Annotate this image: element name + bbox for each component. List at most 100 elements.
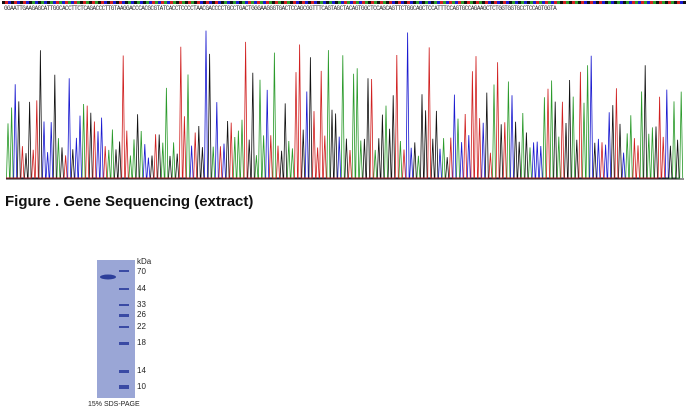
- base-strip: [446, 1, 449, 4]
- base-strip: [449, 1, 452, 4]
- base-strip: [560, 1, 563, 4]
- base-strip: [227, 1, 230, 4]
- base-strip: [113, 1, 116, 4]
- base-strip: [491, 1, 494, 4]
- base-strip: [542, 1, 545, 4]
- base-strip: [200, 1, 203, 4]
- trace: [6, 41, 666, 179]
- base-strip: [476, 1, 479, 4]
- base-strip: [62, 1, 65, 4]
- base-strip: [317, 1, 320, 4]
- chromatogram: [2, 1, 686, 180]
- base-strip: [320, 1, 323, 4]
- base-strip: [374, 1, 377, 4]
- base-strip: [26, 1, 29, 4]
- base-strip: [323, 1, 326, 4]
- base-strip: [101, 1, 104, 4]
- base-strip: [20, 1, 23, 4]
- base-strip: [17, 1, 20, 4]
- base-strip: [191, 1, 194, 4]
- base-strip: [152, 1, 155, 4]
- base-strip: [524, 1, 527, 4]
- base-strip: [674, 1, 677, 4]
- base-strip: [197, 1, 200, 4]
- base-strip: [671, 1, 674, 4]
- base-strip: [356, 1, 359, 4]
- base-strip: [500, 1, 503, 4]
- sequence-text: GGAATTGAAGAGCATTGGCACCTTCTCAGACCCTTGTAAG…: [4, 5, 557, 12]
- base-strip: [653, 1, 656, 4]
- base-strip: [344, 1, 347, 4]
- base-strip: [593, 1, 596, 4]
- base-strip: [512, 1, 515, 4]
- base-strip: [290, 1, 293, 4]
- base-strip: [497, 1, 500, 4]
- base-strip: [176, 1, 179, 4]
- base-strip: [131, 1, 134, 4]
- figure-caption: Figure . Gene Sequencing (extract): [5, 193, 254, 210]
- base-strip: [74, 1, 77, 4]
- marker-bands: [119, 270, 129, 389]
- base-strip: [209, 1, 212, 4]
- base-strip: [347, 1, 350, 4]
- base-strip: [494, 1, 497, 4]
- base-strip: [89, 1, 92, 4]
- base-strip: [584, 1, 587, 4]
- base-strip: [482, 1, 485, 4]
- base-strip: [464, 1, 467, 4]
- base-strip: [668, 1, 671, 4]
- base-strip: [398, 1, 401, 4]
- base-strip: [251, 1, 254, 4]
- base-strip: [383, 1, 386, 4]
- base-strip: [416, 1, 419, 4]
- base-strip: [386, 1, 389, 4]
- base-strip: [203, 1, 206, 4]
- base-strip: [110, 1, 113, 4]
- sample-band: [100, 274, 116, 280]
- base-strip: [257, 1, 260, 4]
- base-strip: [362, 1, 365, 4]
- base-strip: [65, 1, 68, 4]
- base-strip: [173, 1, 176, 4]
- base-strip: [239, 1, 242, 4]
- base-strip: [35, 1, 38, 4]
- base-strip: [71, 1, 74, 4]
- base-strip: [107, 1, 110, 4]
- base-strip: [332, 1, 335, 4]
- base-strip: [68, 1, 71, 4]
- base-strip: [575, 1, 578, 4]
- base-strip: [80, 1, 83, 4]
- base-strip: [164, 1, 167, 4]
- base-strip: [359, 1, 362, 4]
- base-strip: [95, 1, 98, 4]
- base-strip: [260, 1, 263, 4]
- base-strip: [170, 1, 173, 4]
- base-strip: [614, 1, 617, 4]
- base-strip: [380, 1, 383, 4]
- base-strip: [308, 1, 311, 4]
- base-strip: [155, 1, 158, 4]
- base-strip: [194, 1, 197, 4]
- base-strip: [596, 1, 599, 4]
- base-strip: [404, 1, 407, 4]
- gel-image: [97, 260, 135, 398]
- base-strip: [485, 1, 488, 4]
- base-strip: [425, 1, 428, 4]
- base-strip: [644, 1, 647, 4]
- base-strip: [293, 1, 296, 4]
- base-strip: [392, 1, 395, 4]
- base-strip: [230, 1, 233, 4]
- marker-label: 70: [137, 267, 146, 276]
- base-strip: [434, 1, 437, 4]
- base-strip: [266, 1, 269, 4]
- base-strip: [104, 1, 107, 4]
- base-strip: [557, 1, 560, 4]
- base-strip: [368, 1, 371, 4]
- base-strip: [377, 1, 380, 4]
- base-strip: [215, 1, 218, 4]
- base-strip: [134, 1, 137, 4]
- base-strip: [521, 1, 524, 4]
- base-strip: [299, 1, 302, 4]
- base-strip: [602, 1, 605, 4]
- base-strip: [305, 1, 308, 4]
